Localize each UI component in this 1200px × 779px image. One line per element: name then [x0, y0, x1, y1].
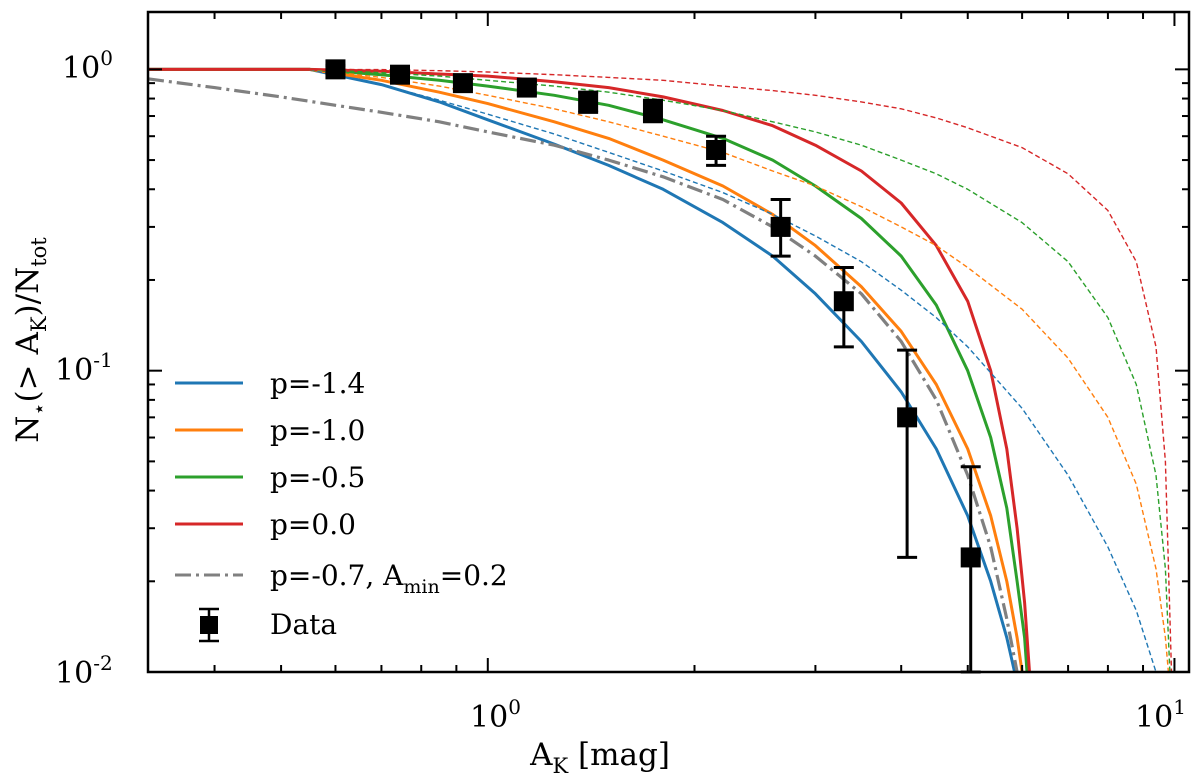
data-marker [516, 77, 537, 98]
data-point [516, 77, 537, 98]
legend-label-data: Data [270, 608, 337, 641]
data-point [770, 197, 791, 258]
legend: p=-1.4 p=-1.0 p=-0.5 p=0.0 p=-0.7, Amin=… [175, 367, 508, 643]
plot-frame [146, 10, 1191, 674]
legend-label-p-0.0: p=0.0 [270, 508, 356, 541]
data-point [578, 90, 599, 114]
series-line-4 [147, 77, 1019, 673]
legend-label-p-1.0: p=-1.0 [270, 414, 365, 447]
data-point [642, 98, 663, 124]
y-tick-label-3: 10-2 [55, 651, 113, 691]
legend-label-p-0.7-amin: p=-0.7, Amin=0.2 [270, 559, 508, 598]
x-tick-label-2: 101 [1135, 695, 1186, 735]
data-marker [897, 407, 918, 428]
data-marker [706, 139, 727, 160]
series-layer [147, 67, 1173, 673]
legend-swatch-data [199, 607, 219, 643]
data-marker [578, 91, 599, 112]
y-tick-label-2: 10-1 [55, 348, 113, 388]
data-point [390, 64, 411, 85]
data-layer [325, 59, 981, 674]
series-line-8 [309, 68, 1173, 673]
legend-label-p-1.4: p=-1.4 [270, 367, 365, 400]
data-marker [833, 291, 854, 312]
data-point [833, 265, 854, 349]
x-tick-label-1: 100 [470, 695, 521, 735]
data-marker [325, 59, 346, 80]
data-marker [390, 64, 411, 85]
data-point [325, 59, 346, 80]
legend-label-p-0.5: p=-0.5 [270, 461, 365, 494]
data-marker [770, 216, 791, 237]
x-axis-label: AK [mag] [529, 737, 670, 778]
series-line-3 [148, 67, 1031, 673]
data-point [452, 73, 473, 94]
data-marker [642, 100, 663, 121]
data-point [706, 134, 727, 167]
series-line-2 [148, 67, 1029, 673]
data-marker [452, 73, 473, 94]
series-line-6 [309, 68, 1170, 673]
data-marker [960, 547, 981, 568]
series-line-7 [309, 68, 1171, 673]
y-axis-label: N⋆(> AK)/Ntot [10, 237, 51, 443]
series-line-1 [148, 67, 1024, 673]
y-tick-label-1: 100 [62, 46, 113, 86]
data-point [897, 348, 918, 559]
